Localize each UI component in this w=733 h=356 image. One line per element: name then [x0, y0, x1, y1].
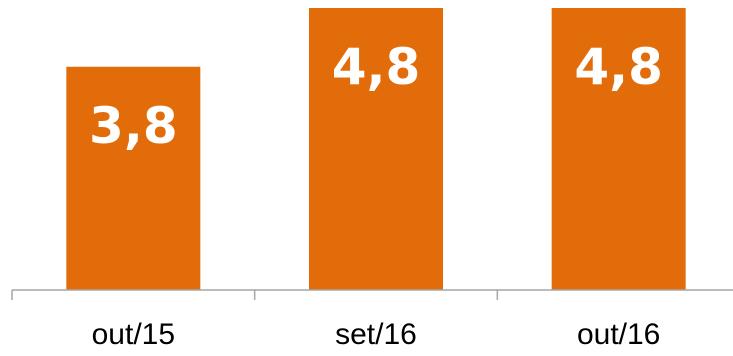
- bar-out-16: [551, 8, 686, 290]
- value-label: 3,8: [89, 97, 178, 155]
- value-label: 4,8: [332, 38, 421, 96]
- x-axis-tick-labels: out/15 set/16 out/16: [92, 318, 661, 351]
- value-labels-group: 3,8 4,8 4,8: [89, 38, 663, 155]
- x-axis: [11, 289, 733, 300]
- bar-set-16: [309, 8, 443, 290]
- x-tick-label: set/16: [335, 318, 417, 351]
- x-tick-label: out/16: [577, 318, 660, 351]
- x-tick-label: out/15: [92, 318, 175, 351]
- value-label: 4,8: [574, 38, 663, 96]
- bar-out-15: [66, 66, 201, 290]
- bars-group: [66, 8, 686, 290]
- x-axis-ticks: [11, 290, 499, 300]
